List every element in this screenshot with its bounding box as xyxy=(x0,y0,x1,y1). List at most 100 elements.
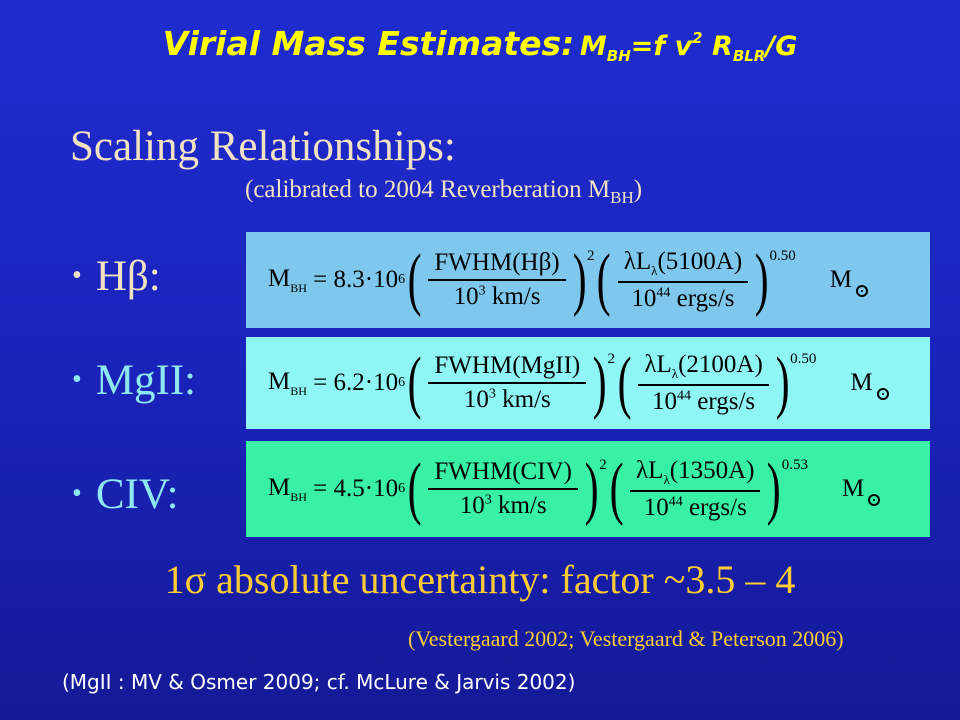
sun-symbol-icon xyxy=(855,285,868,297)
den-unit: ergs/s xyxy=(670,284,735,312)
bullet-hbeta: • Hβ: xyxy=(72,252,161,301)
close-paren: ) xyxy=(572,241,587,318)
den-exp: 3 xyxy=(488,386,496,402)
uncertainty-statement: 1σ absolute uncertainty: factor ~3.5 – 4 xyxy=(164,557,796,602)
unit-m: M xyxy=(842,475,865,502)
close-paren: ) xyxy=(767,450,782,527)
fraction-numerator: λLλ(5100A) xyxy=(617,247,749,283)
fraction-numerator: FWHM(MgII) xyxy=(428,352,587,384)
lum-symbol: λL xyxy=(644,350,672,378)
den-base: 10 xyxy=(453,283,479,310)
title-m-sub: BH xyxy=(606,47,631,65)
fraction-denominator: 103 km/s xyxy=(460,490,547,520)
fraction-numerator: λLλ(2100A) xyxy=(638,350,769,386)
unit-m: M xyxy=(829,266,852,293)
power-exponent: 0.53 xyxy=(781,456,809,473)
lhs-sub: BH xyxy=(290,280,307,295)
power-exponent: 2 xyxy=(599,456,607,473)
title-colon: : xyxy=(561,24,575,63)
calibration-note: (calibrated to 2004 Reverberation MBH) xyxy=(245,176,642,208)
close-paren: ) xyxy=(775,344,790,421)
fraction-denominator: 1044 ergs/s xyxy=(631,283,734,313)
lum-sub: λ xyxy=(663,471,670,487)
solar-mass-unit: M xyxy=(850,369,889,400)
solar-mass-unit: M xyxy=(842,475,881,506)
den-base: 10 xyxy=(459,492,485,519)
open-paren: ( xyxy=(407,344,422,421)
bullet-civ: • CIV: xyxy=(72,470,179,519)
title-g: /G xyxy=(765,31,798,62)
bullet-label-civ: CIV: xyxy=(95,471,179,518)
formula-box-hbeta: MBH = 8.3·10 6 ( FWHM(Hβ) 103 km/s ) 2 ( λL… xyxy=(246,232,930,328)
formula-lhs: MBH xyxy=(268,368,307,399)
scaling-heading: Scaling Relationships: xyxy=(70,123,456,170)
den-unit: km/s xyxy=(491,492,547,519)
den-exp: 3 xyxy=(484,492,492,508)
close-paren: ) xyxy=(754,241,769,318)
fraction-luminosity: λLλ(2100A) 1044 ergs/s xyxy=(638,350,769,416)
formula-lhs: MBH xyxy=(268,265,307,296)
lum-sub: λ xyxy=(671,365,679,381)
calibration-note-text: (calibrated to 2004 Reverberation M xyxy=(245,176,611,203)
title-m: M xyxy=(579,31,607,62)
sun-symbol-icon xyxy=(868,494,881,506)
open-paren: ( xyxy=(407,241,422,318)
den-unit: km/s xyxy=(495,386,551,413)
lum-wavelength: (2100A) xyxy=(678,350,763,378)
lum-symbol: λL xyxy=(623,247,652,275)
fraction-luminosity: λLλ(5100A) 1044 ergs/s xyxy=(617,247,749,313)
calibration-note-sub: BH xyxy=(610,188,634,207)
title-f: f xyxy=(653,31,666,62)
fraction-luminosity: λLλ(1350A) 1044 ergs/s xyxy=(630,456,761,522)
close-paren: ) xyxy=(584,450,599,527)
title-v: v xyxy=(665,31,693,62)
den-exp: 44 xyxy=(677,388,692,404)
formula-coefficient: = 6.2·10 xyxy=(313,369,399,396)
fraction-denominator: 103 km/s xyxy=(464,384,551,414)
den-unit: ergs/s xyxy=(682,493,747,521)
title-formula: MBH=f v2 RBLR/G xyxy=(579,29,798,65)
lum-symbol: λL xyxy=(636,456,664,484)
open-paren: ( xyxy=(617,344,632,421)
coefficient-exponent: 6 xyxy=(398,375,406,390)
solar-mass-unit: M xyxy=(829,266,868,297)
fraction-numerator: FWHM(Hβ) xyxy=(428,249,566,281)
fraction-fwhm: FWHM(CIV) 103 km/s xyxy=(428,458,578,520)
fraction-denominator: 103 km/s xyxy=(454,281,541,311)
formula-coefficient: = 8.3·10 xyxy=(313,266,399,293)
title-v-sup: 2 xyxy=(692,29,703,47)
reference-vestergaard: (Vestergaard 2002; Vestergaard & Peterso… xyxy=(408,626,844,651)
lum-wavelength: (5100A) xyxy=(657,247,743,275)
den-unit: km/s xyxy=(485,283,541,310)
fraction-fwhm: FWHM(MgII) 103 km/s xyxy=(428,352,587,414)
formula-hbeta: MBH = 8.3·10 6 ( FWHM(Hβ) 103 km/s ) 2 ( λL… xyxy=(268,241,868,318)
title-r-sub: BLR xyxy=(732,47,766,65)
formula-box-mgii: MBH = 6.2·10 6 ( FWHM(MgII) 103 km/s ) 2 ( … xyxy=(246,337,930,429)
lhs-sub: BH xyxy=(290,383,307,398)
close-paren: ) xyxy=(592,344,607,421)
lhs-m: M xyxy=(268,264,291,292)
bullet-label-mgii: MgII: xyxy=(95,357,197,404)
fraction-numerator: FWHM(CIV) xyxy=(428,458,578,490)
den-base: 10 xyxy=(652,387,678,415)
den-exp: 44 xyxy=(668,494,683,510)
slide-title: Virial Mass Estimates: MBH=f v2 RBLR/G xyxy=(0,24,960,65)
bullet-mgii: • MgII: xyxy=(72,356,196,405)
bullet-label-hbeta: Hβ: xyxy=(95,253,161,300)
den-base: 10 xyxy=(463,386,489,413)
formula-mgii: MBH = 6.2·10 6 ( FWHM(MgII) 103 km/s ) 2 ( … xyxy=(268,344,889,421)
power-exponent: 0.50 xyxy=(769,247,796,264)
den-base: 10 xyxy=(643,493,669,521)
den-exp: 3 xyxy=(478,283,486,299)
title-main: Virial Mass Estimates xyxy=(162,24,562,63)
lhs-sub: BH xyxy=(290,489,307,504)
formula-box-civ: MBH = 4.5·10 6 ( FWHM(CIV) 103 km/s ) 2 ( λ… xyxy=(246,441,930,537)
bullet-dot: • xyxy=(72,478,82,509)
den-exp: 44 xyxy=(656,285,671,301)
fraction-denominator: 1044 ergs/s xyxy=(652,386,755,416)
den-unit: ergs/s xyxy=(691,387,756,415)
power-exponent: 2 xyxy=(586,247,595,264)
lum-wavelength: (1350A) xyxy=(669,456,755,484)
unit-m: M xyxy=(850,369,873,396)
bullet-dot: • xyxy=(72,260,82,291)
